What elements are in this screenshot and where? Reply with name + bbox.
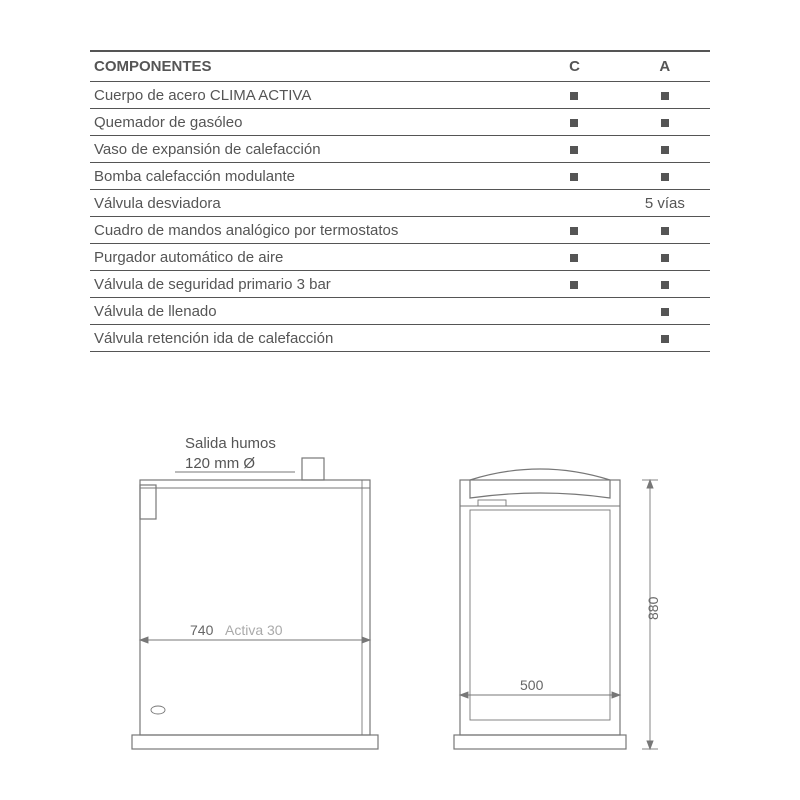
th-a: A [620, 51, 710, 82]
smoke-label-2: 120 mm Ø [185, 455, 255, 472]
row-c [529, 163, 619, 190]
row-label: Vaso de expansión de calefacción [90, 136, 529, 163]
row-a [620, 244, 710, 271]
row-c [529, 136, 619, 163]
table-row: Quemador de gasóleo [90, 109, 710, 136]
row-a [620, 271, 710, 298]
smoke-label-1: Salida humos [185, 435, 276, 452]
row-c [529, 325, 619, 352]
row-c [529, 190, 619, 217]
row-c [529, 298, 619, 325]
row-label: Cuadro de mandos analógico por termostat… [90, 217, 529, 244]
table-row: Vaso de expansión de calefacción [90, 136, 710, 163]
row-label: Válvula de seguridad primario 3 bar [90, 271, 529, 298]
row-label: Cuerpo de acero CLIMA ACTIVA [90, 82, 529, 109]
row-a [620, 163, 710, 190]
table-row: Bomba calefacción modulante [90, 163, 710, 190]
table-row: Cuadro de mandos analógico por termostat… [90, 217, 710, 244]
row-c [529, 217, 619, 244]
row-label: Purgador automático de aire [90, 244, 529, 271]
row-a [620, 136, 710, 163]
dim-height: 880 [645, 596, 661, 620]
row-label: Bomba calefacción modulante [90, 163, 529, 190]
row-label: Quemador de gasóleo [90, 109, 529, 136]
row-c [529, 109, 619, 136]
row-a [620, 298, 710, 325]
dim-side-width: 740 [190, 622, 214, 638]
th-c: C [529, 51, 619, 82]
row-c [529, 244, 619, 271]
row-a [620, 217, 710, 244]
table-row: Válvula de seguridad primario 3 bar [90, 271, 710, 298]
row-a [620, 109, 710, 136]
row-label: Válvula desviadora [90, 190, 529, 217]
row-a: 5 vías [620, 190, 710, 217]
table-row: Válvula retención ida de calefacción [90, 325, 710, 352]
dimension-diagrams: Salida humos 120 mm Ø 740 Ac [90, 430, 710, 770]
row-label: Válvula de llenado [90, 298, 529, 325]
table-row: Cuerpo de acero CLIMA ACTIVA [90, 82, 710, 109]
components-table: COMPONENTES C A Cuerpo de acero CLIMA AC… [90, 50, 710, 352]
table-row: Válvula de llenado [90, 298, 710, 325]
model-label: Activa 30 [225, 622, 283, 638]
table-row: Purgador automático de aire [90, 244, 710, 271]
row-c [529, 271, 619, 298]
dim-front-width: 500 [520, 677, 544, 693]
row-a [620, 82, 710, 109]
row-label: Válvula retención ida de calefacción [90, 325, 529, 352]
th-components: COMPONENTES [90, 51, 529, 82]
row-c [529, 82, 619, 109]
row-a [620, 325, 710, 352]
table-row: Válvula desviadora 5 vías [90, 190, 710, 217]
